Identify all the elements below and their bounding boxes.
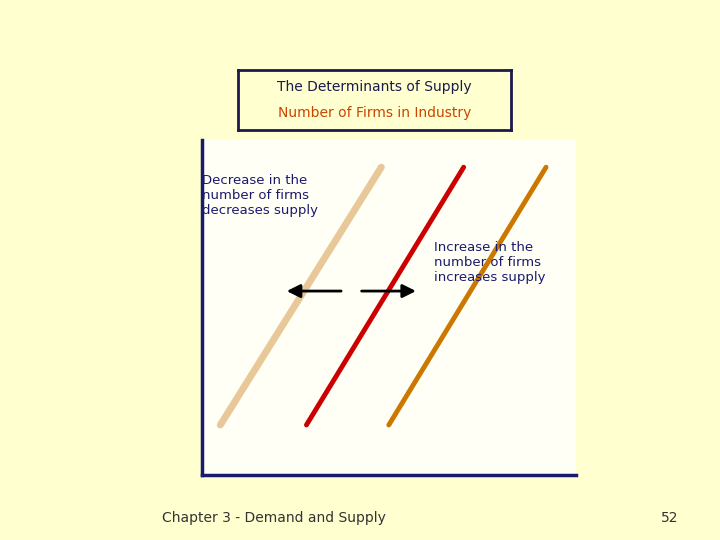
Text: Chapter 3 - Demand and Supply: Chapter 3 - Demand and Supply (162, 511, 385, 525)
Text: Number of Firms in Industry: Number of Firms in Industry (278, 106, 471, 120)
Text: Increase in the
number of firms
increases supply: Increase in the number of firms increase… (433, 241, 545, 284)
Text: 52: 52 (661, 511, 678, 525)
Text: Decrease in the
number of firms
decreases supply: Decrease in the number of firms decrease… (202, 174, 318, 217)
Text: The Determinants of Supply: The Determinants of Supply (277, 80, 472, 94)
